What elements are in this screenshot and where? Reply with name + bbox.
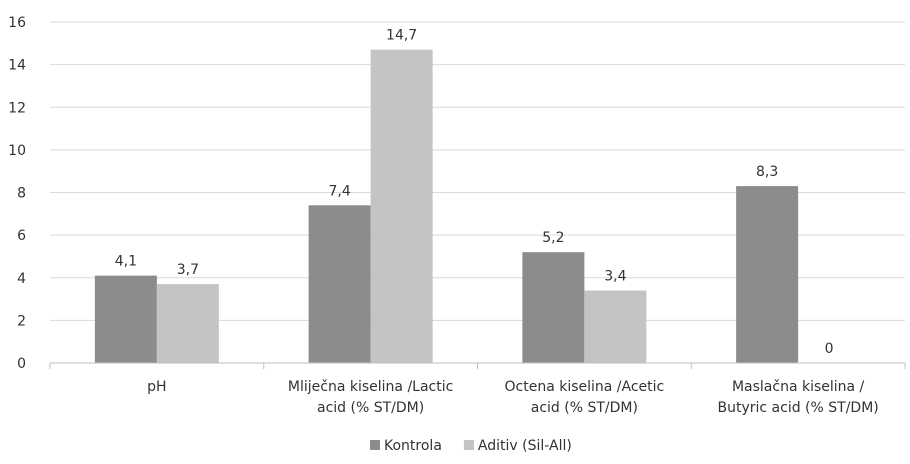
data-label: 3,4 — [604, 269, 626, 285]
bar-aditiv — [370, 49, 433, 364]
bars — [94, 49, 799, 364]
x-category-label-line: Octena kiselina /Acetic — [505, 379, 665, 395]
x-category-label: Mliječna kiselina /Lactic acid (% ST/DM) — [288, 379, 453, 416]
bar-kontrola — [94, 275, 157, 363]
bar-aditiv — [584, 290, 647, 363]
y-tick-label: 14 — [8, 58, 26, 74]
gridlines — [50, 21, 905, 321]
y-tick-label: 16 — [8, 15, 26, 31]
data-label: 7,4 — [328, 183, 350, 199]
legend-swatch — [370, 440, 380, 450]
x-category-label: Maslačna kiselina / Butyric acid (% ST/DM… — [718, 379, 879, 416]
legend-label: Aditiv (Sil-All) — [478, 438, 572, 454]
x-category-label-line: Mliječna kiselina /Lactic — [288, 379, 453, 395]
legend: Kontrola Aditiv (Sil-All) — [370, 438, 572, 454]
y-tick-label: 0 — [17, 356, 26, 372]
data-label: 4,1 — [115, 254, 137, 270]
bar-kontrola — [522, 252, 585, 363]
y-axis: 0 2 4 6 8 10 12 14 16 — [8, 15, 26, 372]
data-label: 5,2 — [542, 230, 564, 246]
y-tick-label: 12 — [8, 100, 26, 116]
bar-kontrola — [736, 186, 799, 363]
data-label: 3,7 — [177, 262, 199, 278]
data-label: 0 — [825, 341, 834, 357]
y-tick-label: 10 — [8, 143, 26, 159]
data-labels: 4,1 7,4 5,2 8,3 3,7 14,7 3,4 0 — [115, 28, 834, 357]
y-tick-label: 4 — [17, 271, 26, 287]
x-category-label-line: Butyric acid (% ST/DM) — [718, 400, 879, 416]
legend-label: Kontrola — [384, 438, 442, 454]
data-label: 14,7 — [386, 28, 417, 44]
bar-kontrola — [308, 205, 371, 363]
x-category-label: Octena kiselina /Acetic acid (% ST/DM) — [505, 379, 665, 416]
x-category-label-line: pH — [147, 379, 166, 395]
x-category-label-line: acid (% ST/DM) — [317, 400, 424, 416]
x-category-label-line: Maslačna kiselina / — [732, 379, 865, 395]
y-tick-label: 8 — [17, 186, 26, 202]
x-category-label: pH — [147, 379, 166, 395]
x-axis: pH Mliječna kiselina /Lactic acid (% ST/DM… — [49, 362, 906, 416]
bar-aditiv — [156, 284, 219, 363]
legend-swatch — [463, 440, 474, 450]
x-category-label-line: acid (% ST/DM) — [531, 400, 638, 416]
y-tick-label: 6 — [17, 228, 26, 244]
data-label: 8,3 — [756, 164, 778, 180]
y-tick-label: 2 — [17, 313, 26, 329]
